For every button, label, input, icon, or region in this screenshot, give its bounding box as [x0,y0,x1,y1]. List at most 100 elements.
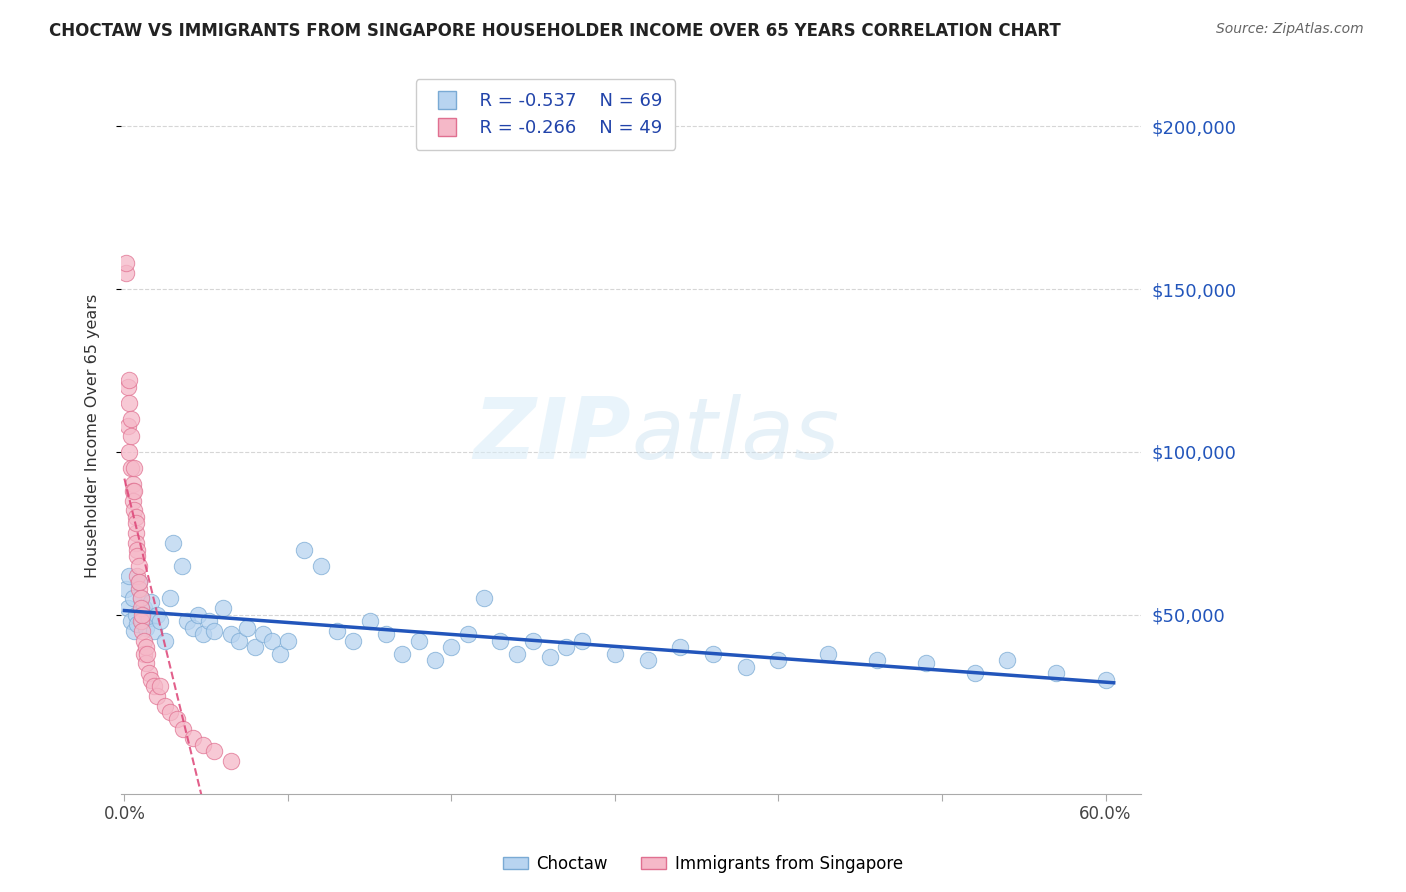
Point [538,649,561,664]
Legend: Choctaw, Immigrants from Singapore: Choctaw, Immigrants from Singapore [496,848,910,880]
Point [245,640,267,655]
Point [963,666,986,681]
Point [472,591,495,606]
Point [135,621,157,635]
Point [138,666,160,681]
Point [155,633,177,648]
Point [131,624,153,638]
Text: Source: ZipAtlas.com: Source: ZipAtlas.com [1216,22,1364,37]
Legend:   R = -0.537    N = 69,   R = -0.266    N = 49: R = -0.537 N = 69, R = -0.266 N = 49 [416,79,675,150]
Point [139,594,162,608]
Point [440,640,463,655]
Point [120,614,142,628]
Point [166,712,188,726]
Point [142,624,165,638]
Point [252,627,274,641]
Point [202,624,225,638]
Point [172,722,194,736]
Point [269,647,291,661]
Point [181,731,204,746]
Point [118,396,141,410]
Point [326,624,349,638]
Point [135,657,157,671]
Point [187,607,209,622]
Point [375,627,398,641]
Point [122,483,145,498]
Point [117,601,139,615]
Point [139,673,162,687]
Point [817,647,839,661]
Point [138,611,160,625]
Point [136,607,159,622]
Point [121,591,143,606]
Point [176,614,198,628]
Point [1094,673,1116,687]
Point [702,647,724,661]
Point [162,536,184,550]
Point [997,653,1019,667]
Y-axis label: Householder Income Over 65 years: Householder Income Over 65 years [86,293,100,578]
Point [118,445,141,459]
Point [122,503,145,517]
Point [155,698,177,713]
Point [132,601,155,615]
Point [211,601,233,615]
Point [198,614,221,628]
Point [122,461,145,475]
Point [115,582,138,596]
Text: CHOCTAW VS IMMIGRANTS FROM SINGAPORE HOUSEHOLDER INCOME OVER 65 YEARS CORRELATIO: CHOCTAW VS IMMIGRANTS FROM SINGAPORE HOU… [49,22,1062,40]
Point [120,428,142,442]
Point [121,483,143,498]
Point [115,256,138,270]
Point [202,744,225,758]
Point [170,558,193,573]
Point [292,542,315,557]
Point [117,380,139,394]
Point [128,558,150,573]
Point [117,418,139,433]
Point [120,412,142,426]
Point [391,647,413,661]
Point [309,558,332,573]
Text: ZIP: ZIP [474,394,631,477]
Point [129,591,152,606]
Point [128,575,150,590]
Point [236,621,259,635]
Point [115,266,138,280]
Point [669,640,692,655]
Point [219,627,242,641]
Point [228,633,250,648]
Point [865,653,887,667]
Point [554,640,576,655]
Point [506,647,529,661]
Point [146,607,169,622]
Point [342,633,364,648]
Point [159,706,181,720]
Point [129,614,152,628]
Point [125,607,148,622]
Point [135,640,157,655]
Point [118,373,141,387]
Point [489,633,512,648]
Point [129,601,152,615]
Point [128,575,150,590]
Point [142,679,165,693]
Point [125,510,148,524]
Point [260,633,283,648]
Point [128,582,150,596]
Point [1045,666,1067,681]
Point [136,647,159,661]
Point [149,614,172,628]
Point [637,653,659,667]
Point [127,542,149,557]
Point [127,568,149,582]
Point [457,627,479,641]
Point [127,617,149,632]
Point [423,653,446,667]
Point [146,689,169,703]
Point [121,493,143,508]
Point [149,679,172,693]
Point [159,591,181,606]
Point [129,591,152,606]
Point [131,614,153,628]
